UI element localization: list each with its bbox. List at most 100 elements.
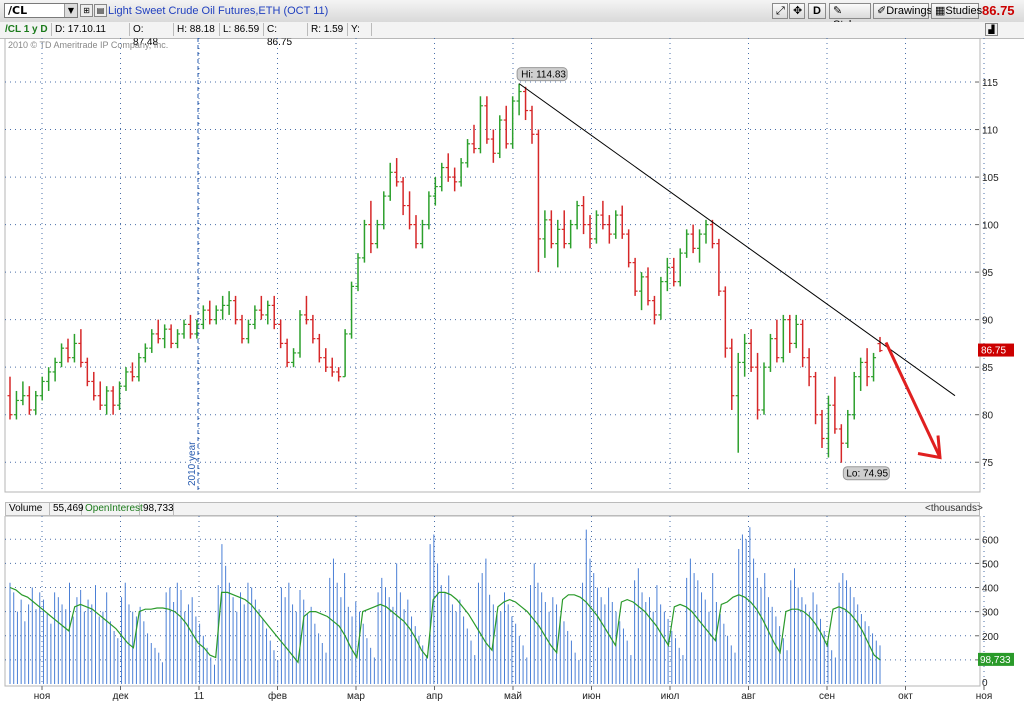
low-label-box <box>842 466 890 481</box>
ohlc-bar <box>716 238 722 296</box>
close-value: C: 86.75 <box>264 23 308 48</box>
ohlc-bar <box>729 338 735 410</box>
ohlc-bar <box>800 319 806 368</box>
ohlc-bar <box>142 343 148 363</box>
ohlc-bar <box>651 295 657 325</box>
ohlc-bar <box>439 162 445 192</box>
ohlc-bar <box>523 86 529 121</box>
ohlc-bar <box>452 167 458 192</box>
ohlc-bar <box>748 329 754 372</box>
ohlc-bar <box>78 329 84 368</box>
red-arrow-head <box>917 435 942 460</box>
ohlc-bar <box>755 352 761 420</box>
ohlc-info-bar: /CL 1 y D D: 17.10.11 O: 87.48 H: 88.18 … <box>0 22 1024 48</box>
volume-y-tick-label: 500 <box>982 559 999 570</box>
volume-chart[interactable]: 100200300400500600098,733 ноядек11февмар… <box>0 516 1024 706</box>
studies-icon: ▦ <box>935 5 946 17</box>
chart-settings-icon[interactable]: ▟ <box>985 23 998 36</box>
low-value: L: 86.59 <box>220 23 264 36</box>
ohlc-bar <box>381 191 387 230</box>
volume-y-zero-label: 0 <box>982 678 988 689</box>
volume-y-tick-label: 200 <box>982 632 999 643</box>
price-bars <box>7 83 883 463</box>
studies-button[interactable]: ▦Studies <box>931 3 983 19</box>
price-y-tick-label: 90 <box>982 316 994 327</box>
symbol-info-icon[interactable]: ▤ <box>94 4 107 17</box>
price-frame <box>4 38 981 493</box>
ohlc-bar <box>658 276 664 320</box>
price-y-tick-label: 110 <box>982 126 998 137</box>
oi-badge <box>978 652 1014 666</box>
ohlc-bar <box>510 96 516 149</box>
style-button[interactable]: ✎ Style <box>829 3 871 31</box>
ohlc-bar <box>213 305 219 325</box>
drawings-button[interactable]: ✐Drawings <box>873 3 932 19</box>
ohlc-bar <box>471 124 477 154</box>
ohlc-bar <box>175 329 181 349</box>
ohlc-bar <box>97 381 103 410</box>
ohlc-bar <box>413 215 419 249</box>
ohlc-bar <box>329 357 335 377</box>
ohlc-bar <box>220 295 226 320</box>
ohlc-bar <box>117 381 123 410</box>
ohlc-bar <box>548 210 554 249</box>
symbol-value: /CL <box>8 4 28 17</box>
ohlc-bar <box>252 305 258 330</box>
high-value: H: 88.18 <box>174 23 220 36</box>
oi-label: OpenInterest <box>82 503 143 515</box>
volume-y-tick-label: 600 <box>982 535 999 546</box>
ohlc-bar <box>368 200 374 254</box>
ohlc-bar <box>20 381 26 406</box>
ohlc-bar <box>845 409 851 448</box>
ohlc-bar <box>542 210 548 258</box>
ohlc-bar <box>742 333 748 377</box>
ohlc-bar <box>136 352 142 382</box>
ohlc-bar <box>233 295 239 325</box>
ohlc-bar <box>65 338 71 363</box>
studies-label: Studies <box>945 5 983 17</box>
x-tick-label: окт <box>898 691 913 702</box>
d-button[interactable]: D <box>808 3 826 19</box>
volume-label: Volume <box>6 503 50 515</box>
ohlc-bar <box>632 257 638 296</box>
volume-y-tick-label: 300 <box>982 608 999 619</box>
ohlc-bar <box>91 371 97 401</box>
ohlc-bar <box>761 362 767 415</box>
price-y-tick-label: 80 <box>982 411 994 422</box>
ohlc-bar <box>336 367 342 382</box>
link-icon[interactable]: ⊞ <box>80 4 93 17</box>
ohlc-bar <box>26 386 32 415</box>
units-label: <thousands> <box>925 503 983 514</box>
x-tick-label: ноя <box>34 691 51 702</box>
trendline <box>518 83 956 397</box>
price-chart[interactable]: 2010 year 75 80 85 90 95 100 105 110 115 Hi: 114… <box>0 38 1024 502</box>
ohlc-bar <box>503 105 509 149</box>
ohlc-bar <box>316 333 322 363</box>
zoom-icon[interactable]: ⤢ <box>772 3 788 19</box>
ohlc-bar <box>671 257 677 287</box>
ohlc-bar <box>33 390 39 415</box>
period-label[interactable]: /CL 1 y D <box>2 23 52 36</box>
ohlc-bar <box>606 215 612 244</box>
ohlc-bar <box>639 272 645 311</box>
pan-icon[interactable]: ✥ <box>789 3 805 19</box>
ohlc-bar <box>677 248 683 287</box>
ohlc-bar <box>832 376 838 434</box>
ohlc-bar <box>787 314 793 353</box>
ohlc-bar <box>13 390 19 420</box>
volume-frame <box>4 516 981 687</box>
ohlc-bar <box>529 105 535 144</box>
ohlc-bar <box>490 129 496 163</box>
ohlc-bar <box>207 300 213 325</box>
ohlc-bar <box>374 219 380 249</box>
chevron-down-icon[interactable]: ▼ <box>64 4 77 17</box>
ohlc-bar <box>465 139 471 168</box>
ohlc-bar <box>400 177 406 216</box>
high-label-box <box>516 67 568 82</box>
x-tick-label: авг <box>741 691 756 702</box>
symbol-selector[interactable]: /CL ▼ <box>4 3 78 18</box>
ohlc-bar <box>497 115 503 159</box>
low-label: Lo: 74.95 <box>846 469 888 480</box>
ohlc-bar <box>129 362 135 382</box>
ohlc-bar <box>838 424 844 463</box>
